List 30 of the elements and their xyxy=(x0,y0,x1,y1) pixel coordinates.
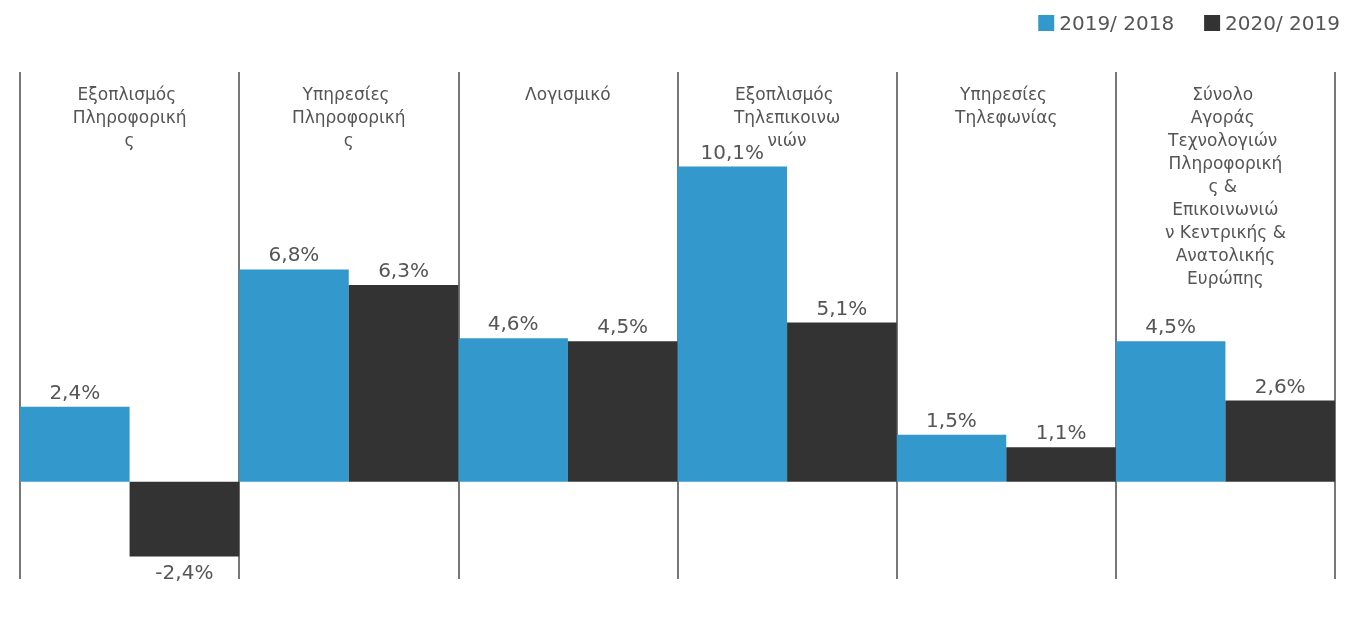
legend-label: 2019/ 2018 xyxy=(1059,11,1175,35)
x-tick-label: Εξοπλισμός Πληροφορικής xyxy=(72,83,187,150)
x-tick-label: Υπηρεσίες Τηλεφωνίας xyxy=(954,83,1058,127)
x-tick-label: Υπηρεσίες Πληροφορικής xyxy=(291,83,406,150)
data-label: -2,4% xyxy=(155,559,214,584)
data-label: 5,1% xyxy=(816,295,868,320)
data-label: 4,6% xyxy=(487,311,539,336)
bar xyxy=(677,166,788,482)
bar xyxy=(567,341,678,482)
data-label: 1,1% xyxy=(1035,420,1087,445)
data-label: 1,5% xyxy=(926,407,977,432)
bar xyxy=(458,338,568,482)
bar xyxy=(129,481,240,557)
bar xyxy=(239,269,349,482)
category-label: Σύνολο Αγοράς Τεχνολογιών Πληροφορικής & Επικοινωνιών Κεντρικής & Ανατολικής Ευρώπης xyxy=(1164,83,1286,288)
bar xyxy=(1006,447,1116,482)
data-label: 6,3% xyxy=(378,258,429,283)
bar xyxy=(1115,341,1226,482)
legend-label: 2020/ 2019 xyxy=(1225,11,1341,35)
data-label: 4,5% xyxy=(1145,314,1197,339)
bar xyxy=(1225,400,1335,482)
data-label: 6,8% xyxy=(268,242,320,267)
data-label: 2,4% xyxy=(49,379,101,404)
bar xyxy=(20,406,130,482)
x-tick-label: Λογισμικό xyxy=(525,83,611,104)
bar xyxy=(787,322,897,482)
data-label: 2,6% xyxy=(1254,373,1306,398)
bar xyxy=(348,285,459,482)
bar xyxy=(896,434,1007,482)
data-label: 4,5% xyxy=(597,314,649,339)
